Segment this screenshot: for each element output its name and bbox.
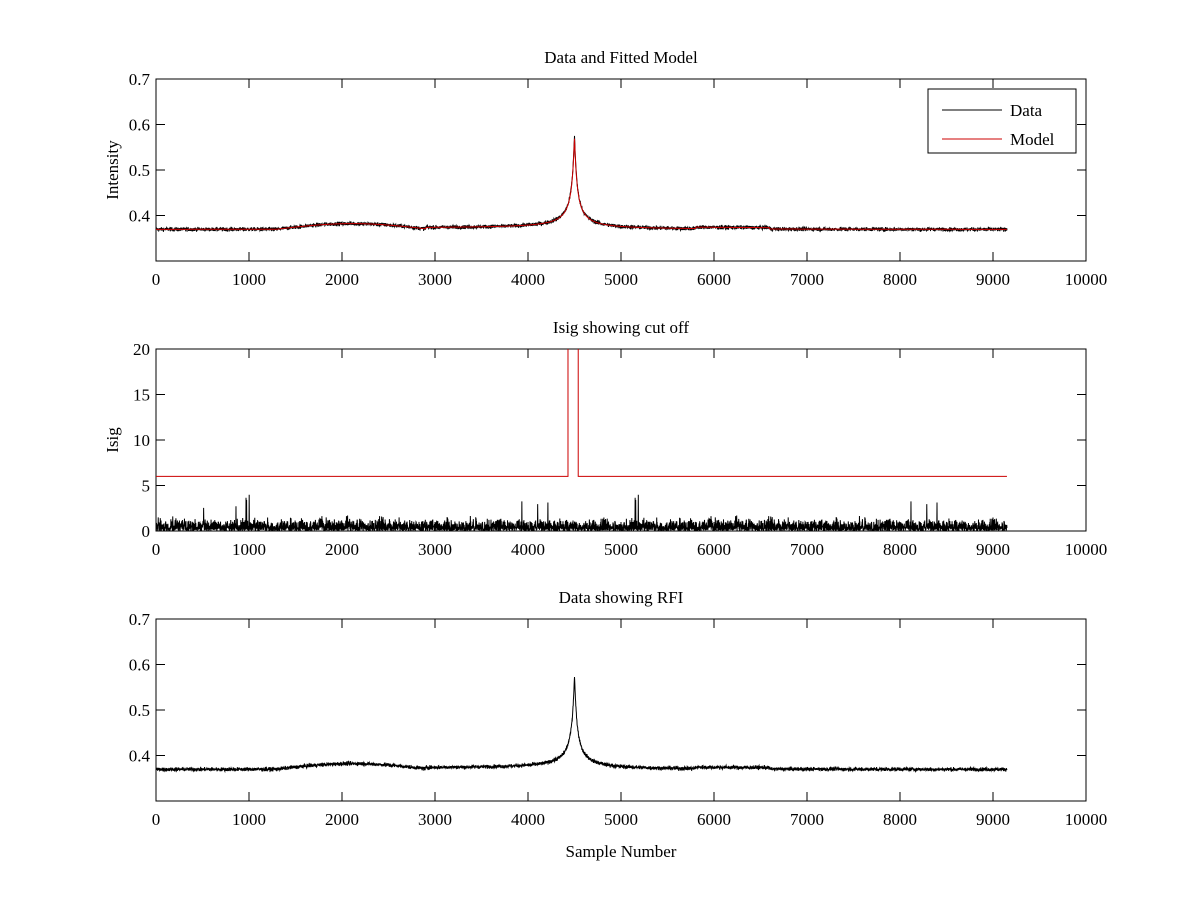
- x-tick-label: 8000: [883, 810, 917, 829]
- series-line-data: [156, 135, 1008, 233]
- plot-area: [156, 135, 1008, 233]
- x-tick-label: 6000: [697, 270, 731, 289]
- x-tick-label: 2000: [325, 810, 359, 829]
- series-line-data: [156, 677, 1008, 774]
- x-tick-label: 10000: [1065, 540, 1108, 559]
- x-tick-label: 3000: [418, 810, 452, 829]
- y-tick-label: 20: [133, 340, 150, 359]
- x-tick-label: 0: [152, 270, 161, 289]
- x-tick-label: 4000: [511, 540, 545, 559]
- y-tick-label: 0.4: [129, 747, 151, 766]
- x-tick-label: 1000: [232, 270, 266, 289]
- series-line-isig: [156, 494, 1008, 531]
- axes-2: 0 1000 2000 3000 4000 5000 6000 7000 8000 9000 100…: [103, 318, 1107, 559]
- legend-label: Data: [1010, 101, 1043, 120]
- axes-3: 0 1000 2000 3000 4000 5000 6000 7000 8000 9000 100…: [129, 588, 1108, 861]
- legend: Data Model: [927, 88, 1077, 154]
- y-tick-label: 5: [142, 477, 151, 496]
- x-tick-label: 6000: [697, 540, 731, 559]
- axes-box: [155, 348, 1087, 532]
- x-tick-label: 7000: [790, 540, 824, 559]
- chart-title: Data showing RFI: [559, 588, 684, 607]
- y-axis-label: Isig: [103, 427, 122, 453]
- x-tick-label: 9000: [976, 810, 1010, 829]
- x-tick-label: 4000: [511, 270, 545, 289]
- x-tick-label: 8000: [883, 270, 917, 289]
- chart-title: Data and Fitted Model: [544, 48, 698, 67]
- y-tick-label: 0.5: [129, 161, 150, 180]
- plot-area: [156, 677, 1008, 774]
- x-tick-label: 10000: [1065, 810, 1108, 829]
- axes-box: [155, 618, 1087, 802]
- legend-label: Model: [1010, 130, 1055, 149]
- x-tick-label: 7000: [790, 270, 824, 289]
- plot-area: [156, 349, 1008, 531]
- x-tick-label: 5000: [604, 270, 638, 289]
- y-tick-label: 0.5: [129, 701, 150, 720]
- x-tick-label: 1000: [232, 810, 266, 829]
- x-tick-label: 1000: [232, 540, 266, 559]
- x-tick-label: 10000: [1065, 270, 1108, 289]
- y-tick-label: 0.4: [129, 207, 151, 226]
- x-tick-label: 5000: [604, 540, 638, 559]
- x-tick-label: 9000: [976, 270, 1010, 289]
- x-tick-label: 4000: [511, 810, 545, 829]
- x-tick-label: 9000: [976, 540, 1010, 559]
- chart-title: Isig showing cut off: [553, 318, 689, 337]
- y-tick-label: 0.7: [129, 610, 151, 629]
- x-tick-label: 0: [152, 810, 161, 829]
- x-tick-label: 8000: [883, 540, 917, 559]
- x-axis-label: Sample Number: [566, 842, 677, 861]
- legend-box: [927, 88, 1077, 154]
- x-tick-label: 2000: [325, 270, 359, 289]
- x-tick-label: 7000: [790, 810, 824, 829]
- x-tick-label: 3000: [418, 540, 452, 559]
- series-line-model: [156, 138, 1007, 230]
- series-line-cut-off: [156, 349, 1007, 477]
- y-tick-label: 0: [142, 522, 151, 541]
- y-tick-label: 0.6: [129, 656, 150, 675]
- x-tick-label: 0: [152, 540, 161, 559]
- x-tick-label: 6000: [697, 810, 731, 829]
- y-tick-label: 10: [133, 431, 150, 450]
- y-tick-label: 15: [133, 386, 150, 405]
- x-tick-label: 5000: [604, 810, 638, 829]
- y-tick-label: 0.6: [129, 116, 150, 135]
- axes-1: 0 1000 2000 3000 4000 5000 6000 7000 8000 9000 100…: [103, 48, 1107, 289]
- x-tick-label: 3000: [418, 270, 452, 289]
- x-tick-label: 2000: [325, 540, 359, 559]
- y-tick-label: 0.7: [129, 70, 151, 89]
- y-axis-label: Intensity: [103, 140, 122, 200]
